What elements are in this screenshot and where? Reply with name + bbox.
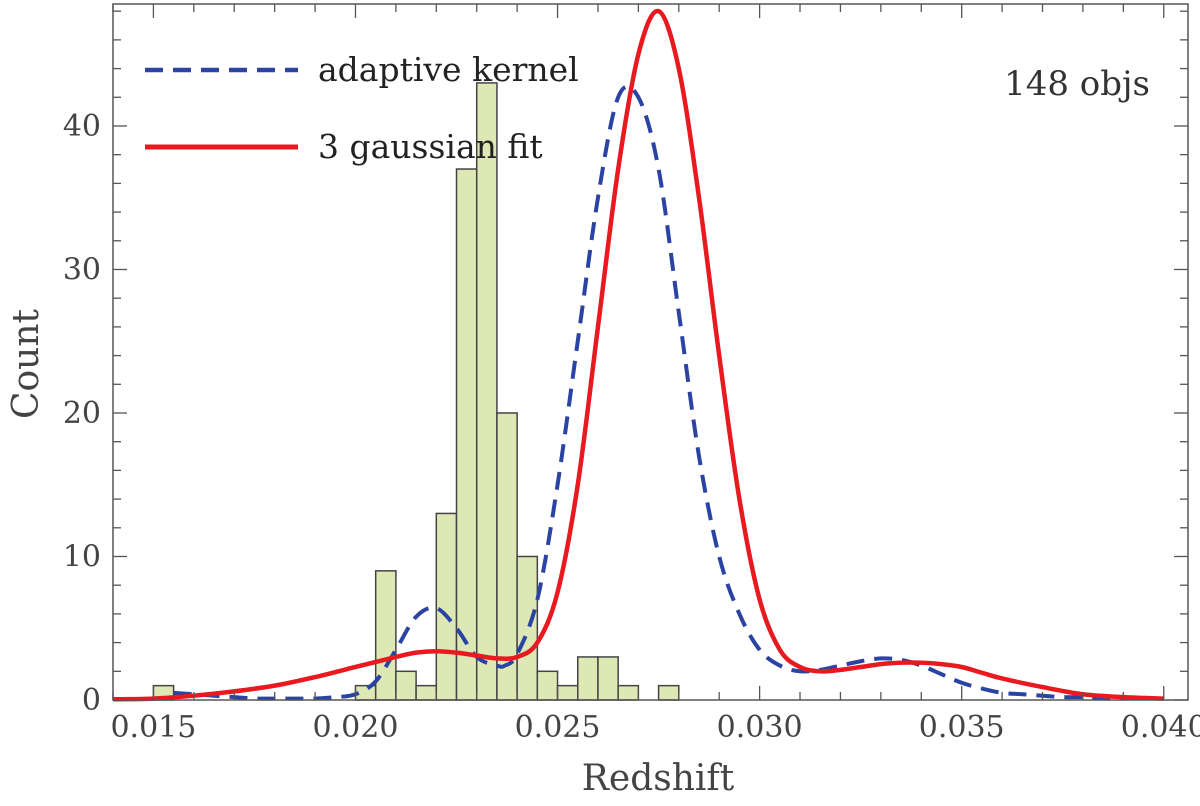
y-tick-label: 10 (63, 539, 101, 574)
histogram-bar (435, 512, 458, 701)
legend: adaptive kernel 3 gaussian fit (145, 50, 579, 166)
x-tick-label: 0.040 (1121, 710, 1200, 745)
x-tick-label: 0.035 (919, 710, 1005, 745)
y-tick-label: 40 (63, 109, 101, 144)
histogram-bar (395, 670, 417, 701)
x-tick-labels: 0.015 0.020 0.025 0.030 0.035 0.040 (110, 710, 1200, 745)
legend-label-adaptive-kernel: adaptive kernel (318, 50, 579, 89)
x-tick-label: 0.015 (110, 710, 196, 745)
lines-layer (112, 8, 1164, 702)
histogram-bar (597, 656, 619, 701)
plot-frame (112, 3, 1189, 701)
histogram-bar (617, 684, 640, 701)
ticks-layer (112, 4, 1188, 701)
x-tick-label: 0.025 (515, 710, 601, 745)
series-line-3-gaussian-fit (112, 8, 1164, 702)
x-axis-label: Redshift (582, 758, 735, 799)
x-tick-label: 0.030 (717, 710, 803, 745)
histogram-bar (516, 555, 539, 701)
histogram-bar (536, 670, 559, 701)
histogram-bar (415, 684, 438, 701)
legend-label-3-gaussian-fit: 3 gaussian fit (318, 127, 543, 166)
histogram-bar (577, 656, 599, 701)
y-tick-labels: 0 10 20 30 40 (63, 109, 101, 718)
y-tick-label: 30 (63, 252, 101, 287)
histogram-bar (455, 168, 478, 701)
histogram-bar (556, 684, 579, 701)
y-axis-label: Count (6, 308, 47, 419)
x-tick-label: 0.020 (313, 710, 399, 745)
y-tick-label: 20 (63, 396, 101, 431)
histogram-bar (657, 684, 680, 701)
y-tick-label: 0 (82, 683, 101, 718)
histogram-bar (475, 82, 498, 701)
object-count-annotation: 148 objs (1004, 64, 1150, 104)
series-line-adaptive-kernel (173, 84, 1124, 701)
